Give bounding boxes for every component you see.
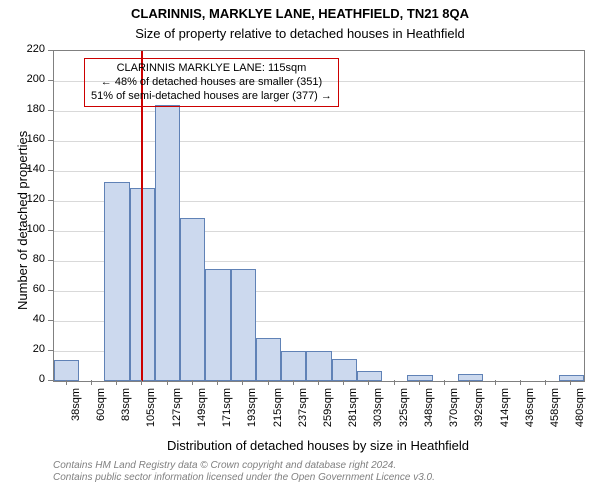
chart-title-sub: Size of property relative to detached ho… [0,26,600,41]
x-tick-label: 392sqm [473,388,485,436]
histogram-bar [256,338,281,382]
annotation-line1: CLARINNIS MARKLYE LANE: 115sqm [91,62,332,76]
x-tick-mark [368,380,369,385]
y-tick-label: 160 [19,133,45,145]
x-tick-label: 171sqm [221,388,233,436]
y-tick-label: 40 [19,313,45,325]
x-tick-label: 215sqm [272,388,284,436]
histogram-bar [205,269,230,382]
x-tick-mark [66,380,67,385]
x-tick-mark [570,380,571,385]
y-tick-label: 60 [19,283,45,295]
y-tick-mark [48,140,53,141]
x-tick-label: 281sqm [347,388,359,436]
x-axis-label: Distribution of detached houses by size … [53,438,583,453]
histogram-bar [332,359,357,382]
footnote-line2: Contains public sector information licen… [53,472,435,484]
x-tick-mark [192,380,193,385]
grid-line [54,171,584,172]
y-tick-mark [48,110,53,111]
y-tick-label: 200 [19,73,45,85]
x-tick-label: 60sqm [95,388,107,436]
chart-container: CLARINNIS, MARKLYE LANE, HEATHFIELD, TN2… [0,0,600,500]
x-tick-mark [343,380,344,385]
x-tick-label: 480sqm [574,388,586,436]
x-tick-label: 38sqm [70,388,82,436]
x-tick-mark [116,380,117,385]
y-tick-mark [48,80,53,81]
x-tick-mark [141,380,142,385]
x-tick-label: 149sqm [196,388,208,436]
x-tick-label: 237sqm [297,388,309,436]
histogram-bar [306,351,331,381]
x-tick-mark [419,380,420,385]
x-tick-mark [444,380,445,385]
histogram-bar [54,360,79,381]
y-tick-mark [48,320,53,321]
x-tick-label: 83sqm [120,388,132,436]
y-tick-label: 220 [19,43,45,55]
histogram-bar [180,218,205,382]
y-tick-mark [48,380,53,381]
x-tick-mark [268,380,269,385]
y-tick-label: 120 [19,193,45,205]
x-tick-mark [495,380,496,385]
y-tick-label: 80 [19,253,45,265]
x-tick-label: 105sqm [145,388,157,436]
chart-title-main: CLARINNIS, MARKLYE LANE, HEATHFIELD, TN2… [0,6,600,21]
x-tick-label: 414sqm [499,388,511,436]
x-tick-label: 259sqm [322,388,334,436]
histogram-bar [407,375,432,381]
grid-line [54,111,584,112]
y-tick-mark [48,260,53,261]
x-tick-mark [167,380,168,385]
x-tick-mark [520,380,521,385]
x-tick-label: 370sqm [448,388,460,436]
footnote: Contains HM Land Registry data © Crown c… [53,460,435,484]
x-tick-mark [545,380,546,385]
y-tick-label: 140 [19,163,45,175]
x-tick-label: 348sqm [423,388,435,436]
x-tick-label: 303sqm [372,388,384,436]
x-tick-mark [394,380,395,385]
y-tick-mark [48,350,53,351]
y-tick-mark [48,50,53,51]
y-tick-mark [48,230,53,231]
x-tick-label: 458sqm [549,388,561,436]
x-tick-label: 436sqm [524,388,536,436]
x-tick-mark [293,380,294,385]
x-tick-mark [469,380,470,385]
x-tick-mark [91,380,92,385]
x-tick-mark [242,380,243,385]
x-tick-mark [217,380,218,385]
x-tick-mark [318,380,319,385]
annotation-line3: 51% of semi-detached houses are larger (… [91,90,332,104]
y-tick-label: 0 [19,373,45,385]
histogram-bar [104,182,129,382]
y-tick-mark [48,200,53,201]
annotation-line2: ← 48% of detached houses are smaller (35… [91,76,332,90]
x-tick-label: 325sqm [398,388,410,436]
y-tick-mark [48,170,53,171]
x-tick-label: 127sqm [171,388,183,436]
histogram-bar [281,351,306,381]
annotation-box: CLARINNIS MARKLYE LANE: 115sqm ← 48% of … [84,58,339,107]
y-tick-label: 100 [19,223,45,235]
footnote-line1: Contains HM Land Registry data © Crown c… [53,460,435,472]
histogram-bar [231,269,256,382]
grid-line [54,141,584,142]
y-tick-label: 20 [19,343,45,355]
histogram-bar [155,105,180,381]
x-tick-label: 193sqm [246,388,258,436]
y-tick-mark [48,290,53,291]
y-tick-label: 180 [19,103,45,115]
